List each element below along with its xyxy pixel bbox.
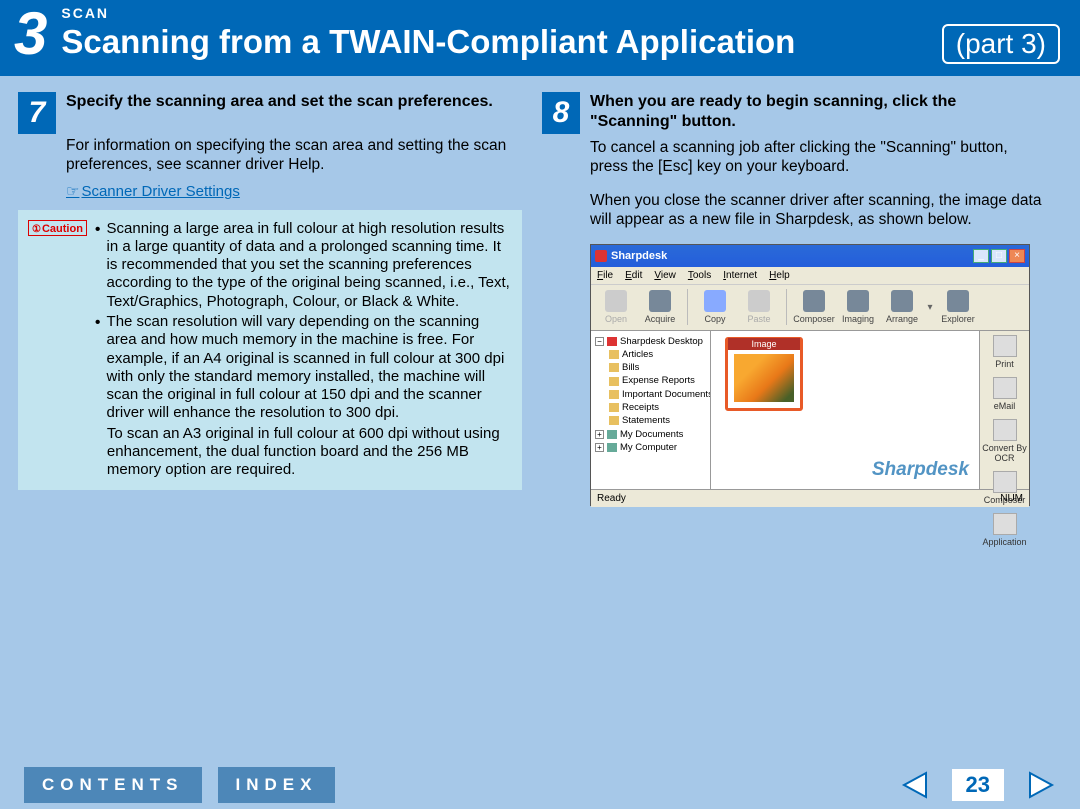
- imaging-icon: [847, 290, 869, 312]
- window-titlebar: Sharpdesk _ □ ×: [591, 245, 1029, 267]
- minimize-button[interactable]: _: [973, 249, 989, 263]
- separator: [687, 289, 688, 325]
- tree-mycomp[interactable]: +My Computer: [595, 441, 706, 454]
- sharpdesk-watermark: Sharpdesk: [872, 459, 969, 481]
- composer-icon: [803, 290, 825, 312]
- composer2-icon: [993, 471, 1017, 493]
- window-title: Sharpdesk: [611, 250, 667, 262]
- menu-bar: File Edit View Tools Internet Help: [591, 267, 1029, 285]
- scanner-driver-settings-link[interactable]: Scanner Driver Settings: [66, 183, 240, 202]
- right-column: 8 When you are ready to begin scanning, …: [542, 92, 1046, 506]
- step-7-body: For information on specifying the scan a…: [66, 136, 522, 175]
- caution-box: Caution Scanning a large area in full co…: [18, 210, 522, 490]
- tree-expense[interactable]: Expense Reports: [609, 374, 706, 387]
- print-icon: [993, 335, 1017, 357]
- menu-help[interactable]: Help: [769, 270, 790, 281]
- canvas-area: Image Sharpdesk: [711, 331, 979, 489]
- rb-email[interactable]: eMail: [980, 377, 1029, 411]
- tb-copy[interactable]: Copy: [694, 290, 736, 324]
- menu-internet[interactable]: Internet: [723, 270, 757, 281]
- step-8-title: When you are ready to begin scanning, cl…: [590, 92, 1046, 132]
- step-8-number: 8: [542, 92, 580, 134]
- paste-icon: [748, 290, 770, 312]
- email-icon: [993, 377, 1017, 399]
- output-zone: Print eMail Convert By OCR Composer Appl…: [979, 331, 1029, 489]
- caution-bullet-1: Scanning a large area in full colour at …: [107, 220, 512, 311]
- caution-bullet-2-cont: To scan an A3 original in full colour at…: [107, 425, 500, 479]
- step-7-title: Specify the scanning area and set the sc…: [66, 92, 493, 112]
- status-bar: Ready NUM: [591, 489, 1029, 507]
- thumb-label: Image: [728, 338, 800, 350]
- chapter-number: 3: [14, 4, 47, 64]
- tree-receipts[interactable]: Receipts: [609, 401, 706, 414]
- copy-icon: [704, 290, 726, 312]
- tb-arrange[interactable]: Arrange: [881, 290, 923, 324]
- step-8-p2: When you close the scanner driver after …: [590, 191, 1046, 230]
- page-header: 3 SCAN Scanning from a TWAIN-Compliant A…: [0, 0, 1080, 76]
- tb-acquire[interactable]: Acquire: [639, 290, 681, 324]
- left-column: 7 Specify the scanning area and set the …: [18, 92, 522, 506]
- arrange-icon: [891, 290, 913, 312]
- prev-page-button[interactable]: [900, 771, 930, 799]
- footer: CONTENTS INDEX 23: [0, 761, 1080, 809]
- step-8-p1: To cancel a scanning job after clicking …: [590, 138, 1046, 177]
- ocr-icon: [993, 419, 1017, 441]
- explorer-icon: [947, 290, 969, 312]
- sharpdesk-screenshot: Sharpdesk _ □ × File Edit View Tools Int…: [590, 244, 1030, 506]
- tree-statements[interactable]: Statements: [609, 414, 706, 427]
- caution-label: Caution: [28, 220, 87, 236]
- page-title-row: Scanning from a TWAIN-Compliant Applicat…: [61, 23, 1060, 64]
- status-left: Ready: [597, 493, 626, 504]
- app-drop-icon: [993, 513, 1017, 535]
- rb-app[interactable]: Application: [980, 513, 1029, 547]
- menu-file[interactable]: File: [597, 270, 613, 281]
- menu-edit[interactable]: Edit: [625, 270, 642, 281]
- tree-articles[interactable]: Articles: [609, 348, 706, 361]
- app-icon: [595, 250, 607, 262]
- thumb-image: [734, 354, 794, 402]
- tree-root[interactable]: −Sharpdesk Desktop: [595, 335, 706, 348]
- separator: [786, 289, 787, 325]
- toolbar: Open Acquire Copy Paste Composer Imaging…: [591, 285, 1029, 331]
- folder-tree: −Sharpdesk Desktop Articles Bills Expens…: [591, 331, 711, 489]
- tb-imaging[interactable]: Imaging: [837, 290, 879, 324]
- tree-bills[interactable]: Bills: [609, 361, 706, 374]
- body: 7 Specify the scanning area and set the …: [0, 76, 1080, 506]
- step-7-number: 7: [18, 92, 56, 134]
- tree-mydocs[interactable]: +My Documents: [595, 428, 706, 441]
- rb-print[interactable]: Print: [980, 335, 1029, 369]
- rb-ocr[interactable]: Convert By OCR: [980, 419, 1029, 463]
- tb-paste[interactable]: Paste: [738, 290, 780, 324]
- menu-tools[interactable]: Tools: [688, 270, 711, 281]
- contents-button[interactable]: CONTENTS: [24, 767, 202, 803]
- maximize-button[interactable]: □: [991, 249, 1007, 263]
- image-thumbnail[interactable]: Image: [725, 337, 803, 411]
- status-right: NUM: [1000, 493, 1023, 504]
- caution-bullet-2: The scan resolution will vary depending …: [107, 313, 512, 423]
- tb-composer[interactable]: Composer: [793, 290, 835, 324]
- open-icon: [605, 290, 627, 312]
- tb-dropdown[interactable]: ▾: [925, 296, 935, 318]
- page-title: Scanning from a TWAIN-Compliant Applicat…: [61, 23, 795, 61]
- close-button[interactable]: ×: [1009, 249, 1025, 263]
- tb-explorer[interactable]: Explorer: [937, 290, 979, 324]
- menu-view[interactable]: View: [654, 270, 676, 281]
- section-label: SCAN: [61, 5, 1060, 21]
- part-label: (part 3): [942, 24, 1060, 64]
- tree-important[interactable]: Important Documents: [609, 388, 706, 401]
- page-number: 23: [952, 769, 1004, 801]
- acquire-icon: [649, 290, 671, 312]
- index-button[interactable]: INDEX: [218, 767, 336, 803]
- tb-open[interactable]: Open: [595, 290, 637, 324]
- next-page-button[interactable]: [1026, 771, 1056, 799]
